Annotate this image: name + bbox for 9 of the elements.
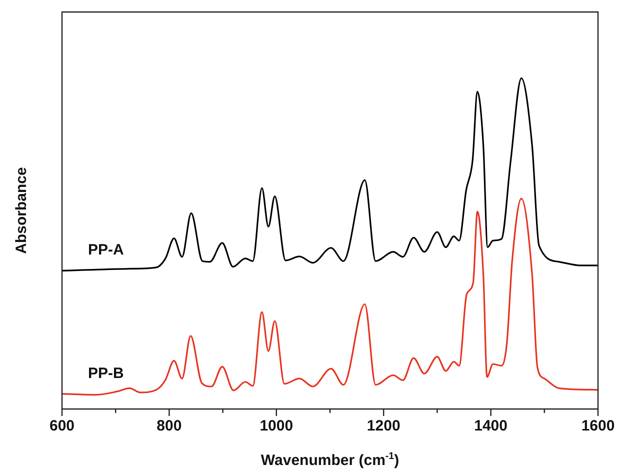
series-label: PP-B [88, 364, 124, 382]
x-tick-label: 1400 [474, 418, 508, 435]
x-tick-label: 600 [49, 418, 75, 435]
x-tick-label: 1200 [366, 418, 400, 435]
y-axis-title: Absorbance [13, 167, 30, 254]
series-label: PP-A [88, 242, 124, 259]
x-tick-label: 800 [156, 418, 182, 435]
x-tick-label: 1000 [260, 418, 294, 435]
x-tick-label: 1600 [581, 418, 615, 435]
